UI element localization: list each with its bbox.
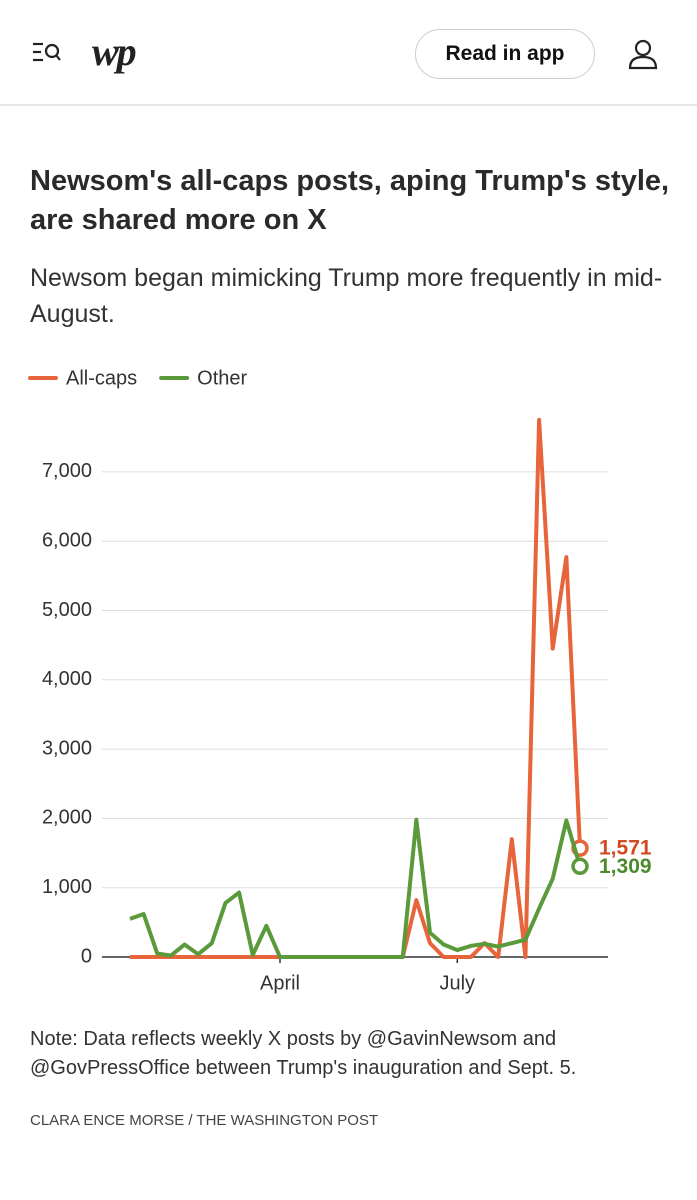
series-line: [130, 417, 582, 959]
y-tick-label: 1,000: [42, 876, 92, 898]
header: wp Read in app: [0, 0, 697, 106]
series-line: [129, 817, 582, 959]
y-tick-label: 3,000: [42, 737, 92, 759]
x-tick-label: July: [439, 972, 475, 994]
profile-icon[interactable]: [626, 38, 660, 72]
end-marker: [571, 857, 589, 876]
value-label: 1,309: [599, 855, 652, 878]
value-label: 1,571: [599, 837, 652, 860]
y-tick-label: 5,000: [42, 599, 92, 621]
x-tick-label: April: [260, 972, 300, 994]
read-in-app-button[interactable]: Read in app: [415, 29, 595, 79]
y-tick-label: 0: [81, 945, 92, 967]
y-tick-label: 7,000: [42, 460, 92, 482]
note: Note: Data reflects weekly X posts by @G…: [30, 1028, 577, 1079]
chart: All-caps Other 0 1,000 2,000 3,000 4,000 5,000 6…: [28, 367, 652, 994]
chart-title: Newsom's all-caps posts, aping Trump's s…: [30, 165, 670, 236]
y-tick-label: 6,000: [42, 529, 92, 551]
chart-subtitle: Newsom began mimicking Trump more freque…: [30, 264, 663, 328]
credit: CLARA ENCE MORSE / THE WASHINGTON POST: [30, 1112, 379, 1129]
legend-label: Other: [197, 367, 247, 389]
menu-search-icon[interactable]: [30, 38, 64, 68]
y-tick-label: 4,000: [42, 668, 92, 690]
legend-label: All-caps: [66, 367, 137, 389]
y-tick-label: 2,000: [42, 807, 92, 829]
logo[interactable]: wp: [92, 29, 137, 74]
